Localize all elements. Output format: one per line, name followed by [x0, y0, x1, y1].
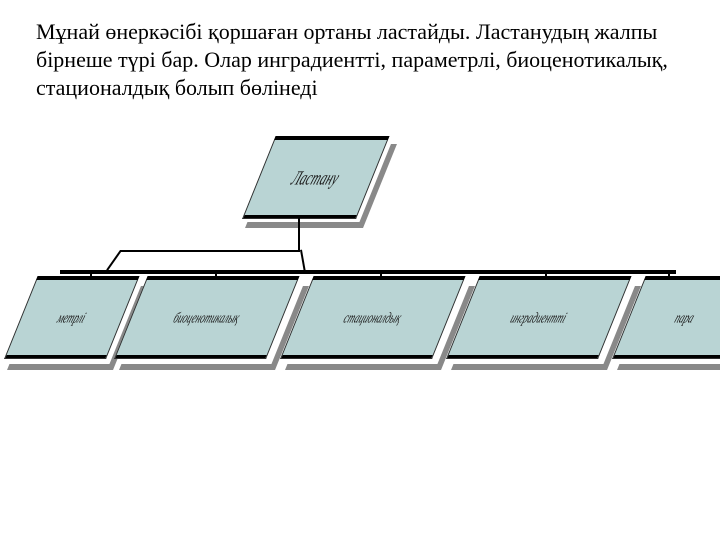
root-label: Ластану: [277, 168, 353, 191]
intro-paragraph: Мұнай өнеркәсібі қоршаған ортаны ластайд…: [36, 18, 686, 102]
connector: [120, 250, 300, 252]
child-label: стационалдық: [324, 311, 421, 328]
child-card-2: биоценотикалық: [114, 280, 298, 359]
connector: [106, 250, 121, 271]
tree-band: [60, 270, 676, 274]
child-label: биоценотикалық: [158, 311, 255, 328]
child-card-4: инградиентті: [446, 280, 630, 359]
connector: [298, 218, 300, 252]
child-label: метрлі: [38, 311, 105, 328]
child-card-3: стационалдық: [280, 280, 464, 359]
child-label: пара: [648, 311, 720, 328]
child-label: инградиентті: [490, 311, 587, 328]
pollution-tree-diagram: Ластану метрлі биоценотикалық стационалд…: [0, 130, 720, 430]
